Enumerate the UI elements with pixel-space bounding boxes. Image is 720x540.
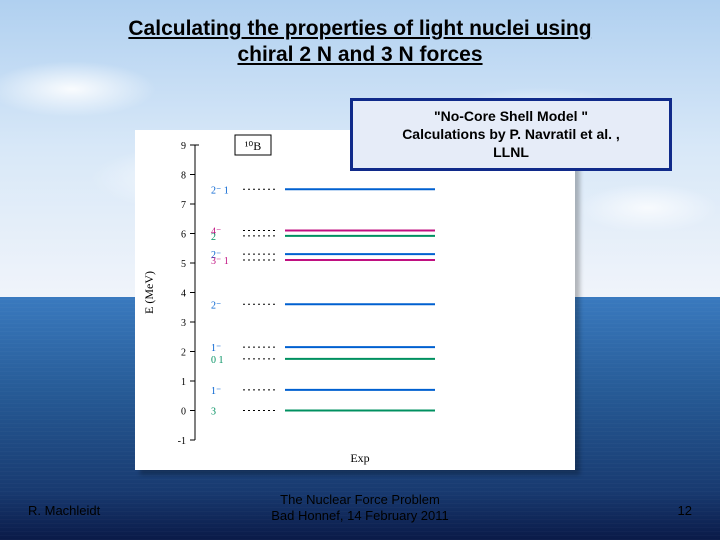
conf-line2: Bad Honnef, 14 February 2011 — [271, 508, 449, 523]
ytick-label: 8 — [181, 171, 186, 182]
level-chart: -10123456789E (MeV)¹⁰B2⁻ 14⁻22⁻3⁻ 12⁻1⁻0… — [135, 130, 575, 470]
level-label: 2⁻ — [211, 300, 221, 311]
chart-svg: -10123456789E (MeV)¹⁰B2⁻ 14⁻22⁻3⁻ 12⁻1⁻0… — [135, 130, 575, 470]
level-label: 3 — [211, 407, 216, 418]
ytick-label: 9 — [181, 141, 186, 152]
conference-label: The Nuclear Force Problem Bad Honnef, 14… — [0, 492, 720, 525]
level-label: 0 1 — [211, 355, 224, 366]
level-label: 2⁻ 1 — [211, 185, 229, 196]
ytick-label: 4 — [181, 289, 186, 300]
ytick-label: 7 — [181, 200, 186, 211]
callout-line2: Calculations by P. Navratil et al. , — [402, 126, 620, 142]
callout-line1: "No-Core Shell Model " — [434, 108, 588, 124]
ytick-label: 3 — [181, 318, 186, 329]
ytick-label: 5 — [181, 259, 186, 270]
level-label: 1⁻ — [211, 343, 221, 354]
column-label: Exp — [350, 451, 369, 465]
callout-line3: LLNL — [493, 144, 529, 160]
ytick-label: 0 — [181, 407, 186, 418]
callout-box: "No-Core Shell Model " Calculations by P… — [350, 98, 672, 171]
level-label: 2 — [211, 232, 216, 243]
title-line1: Calculating the properties of light nucl… — [128, 17, 591, 40]
ytick-label: 6 — [181, 230, 186, 241]
page-number: 12 — [678, 503, 692, 518]
nucleus-label: ¹⁰B — [245, 139, 261, 153]
ytick-label: -1 — [178, 436, 186, 447]
slide: Calculating the properties of light nucl… — [0, 0, 720, 540]
level-label: 3⁻ 1 — [211, 256, 229, 267]
ytick-label: 2 — [181, 348, 186, 359]
y-axis-label: E (MeV) — [142, 271, 156, 314]
slide-title: Calculating the properties of light nucl… — [0, 16, 720, 69]
conf-line1: The Nuclear Force Problem — [280, 492, 440, 507]
ytick-label: 1 — [181, 377, 186, 388]
title-line2: chiral 2 N and 3 N forces — [237, 43, 482, 66]
level-label: 1⁻ — [211, 386, 221, 397]
